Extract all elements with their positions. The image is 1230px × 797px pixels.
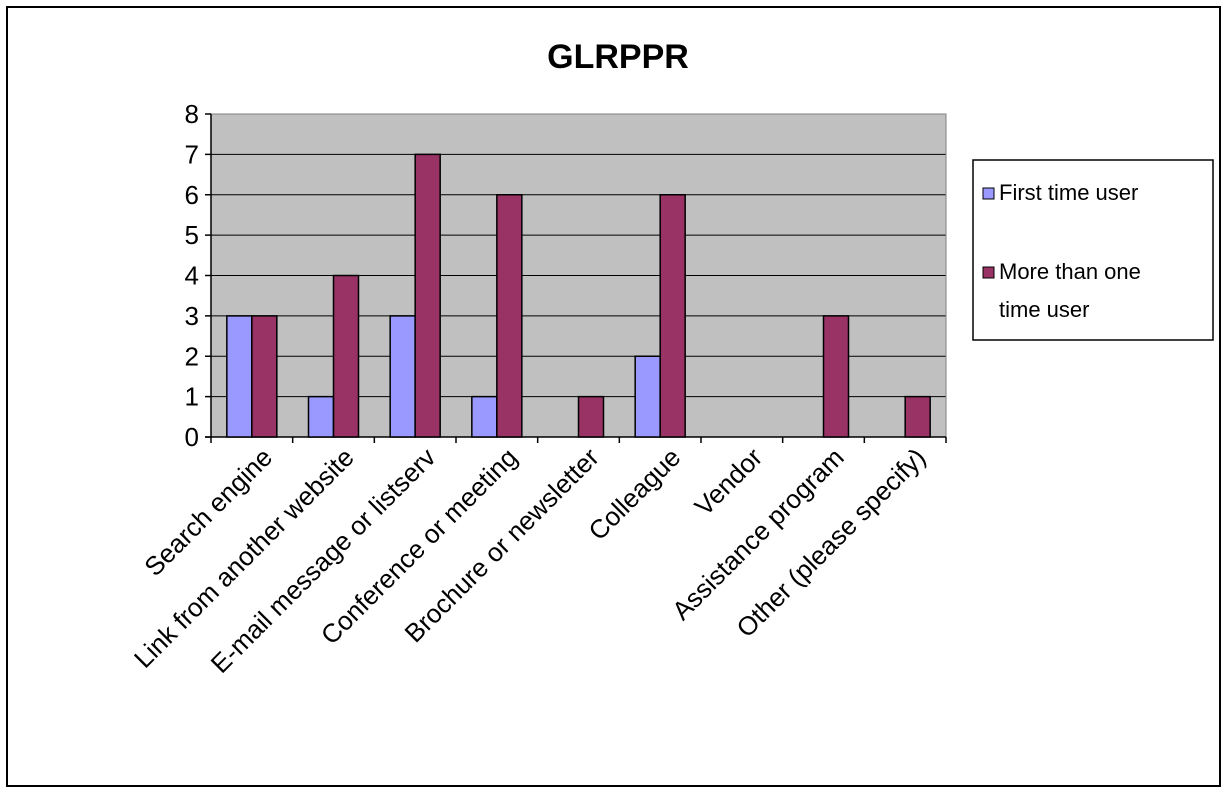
bar-first-time-user (389, 315, 416, 438)
y-tick-label: 7 (185, 139, 199, 169)
bar-more-than-one-time-user (577, 395, 605, 438)
bar-first-time-user (634, 355, 661, 438)
y-tick-label: 4 (185, 261, 199, 291)
bar-more-than-one-time-user (332, 274, 360, 438)
y-tick-label: 1 (185, 382, 199, 412)
bar-more-than-one-time-user (659, 194, 686, 438)
legend-swatch (982, 266, 995, 279)
bar-more-than-one-time-user (822, 315, 850, 438)
bar-first-time-user (226, 315, 253, 438)
bar-first-time-user (307, 395, 335, 438)
legend-label: More than one (999, 259, 1141, 284)
x-category-label: Vendor (689, 442, 769, 522)
y-tick-label: 0 (185, 422, 199, 452)
bar-first-time-user (471, 395, 498, 438)
y-tick-label: 6 (185, 180, 199, 210)
legend-label: First time user (999, 180, 1138, 205)
bar-more-than-one-time-user (251, 315, 278, 438)
y-tick-label: 2 (185, 341, 199, 371)
y-tick-label: 8 (185, 99, 199, 129)
chart-title: GLRPPR (547, 38, 689, 76)
legend-swatch (982, 187, 995, 200)
legend-label: time user (999, 297, 1089, 322)
bar-more-than-one-time-user (496, 194, 523, 438)
legend: First time user More than one time user (972, 159, 1214, 341)
bar-more-than-one-time-user (414, 153, 441, 438)
y-tick-label: 3 (185, 301, 199, 331)
bar-more-than-one-time-user (904, 395, 931, 438)
legend-box (972, 159, 1214, 341)
y-tick-label: 5 (185, 220, 199, 250)
